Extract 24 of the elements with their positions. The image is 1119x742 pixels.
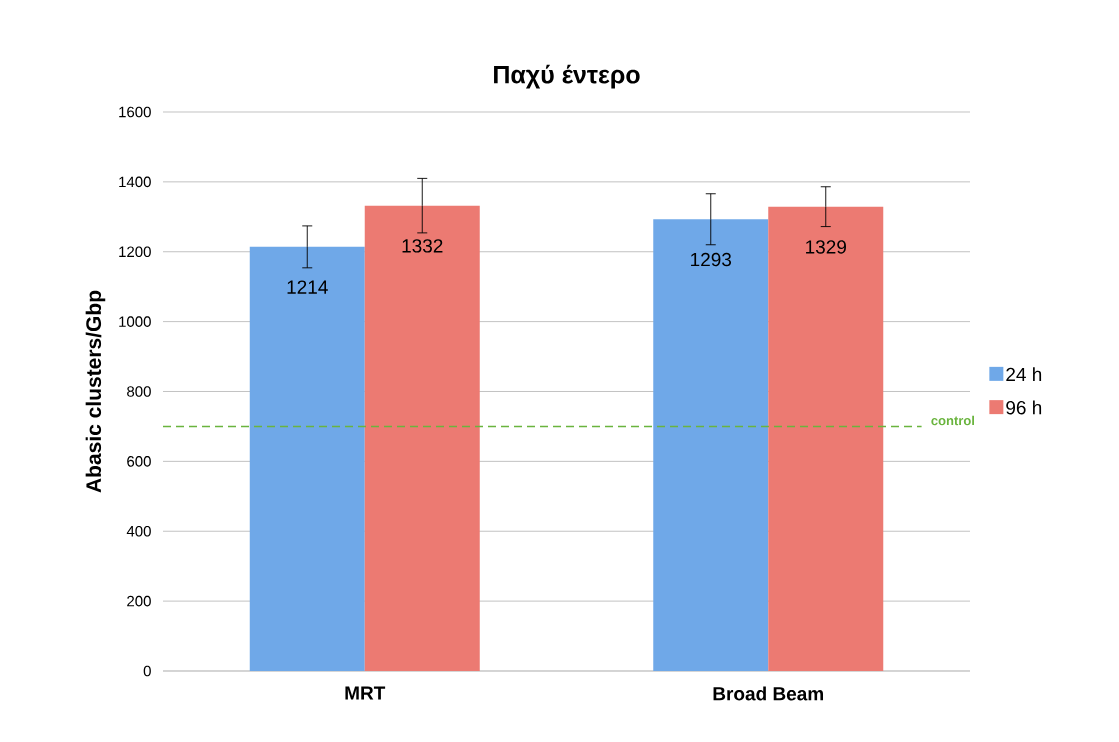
legend-label: 96 h: [1006, 400, 1042, 415]
data-label: 1214: [287, 280, 328, 294]
chart-title: Παχύ έντερο: [494, 64, 640, 89]
y-tick-label: 400: [126, 525, 151, 537]
data-label: 1293: [691, 252, 732, 267]
y-tick-label: 1000: [119, 316, 151, 327]
y-tick-label: 1200: [119, 246, 151, 258]
y-tick-label: 200: [127, 595, 151, 607]
legend-label: 24 h: [1006, 367, 1042, 381]
bar: [249, 246, 365, 671]
data-label: 1332: [402, 239, 443, 253]
bar: [768, 206, 884, 671]
data-label: 1329: [806, 240, 846, 254]
y-axis-title: Abasic clusters/Gbp: [85, 290, 106, 493]
x-tick-label: MRT: [345, 686, 386, 700]
y-tick-label: 800: [127, 386, 151, 397]
y-tick-label: 1600: [119, 106, 151, 118]
ref-line-label: control: [931, 415, 974, 426]
y-tick-label: 600: [127, 456, 151, 467]
bar: [364, 205, 480, 671]
y-tick-label: 0: [143, 665, 151, 677]
y-tick-label: 1400: [119, 176, 151, 188]
x-tick-label: Broad Beam: [713, 686, 824, 701]
bar: [653, 219, 769, 671]
